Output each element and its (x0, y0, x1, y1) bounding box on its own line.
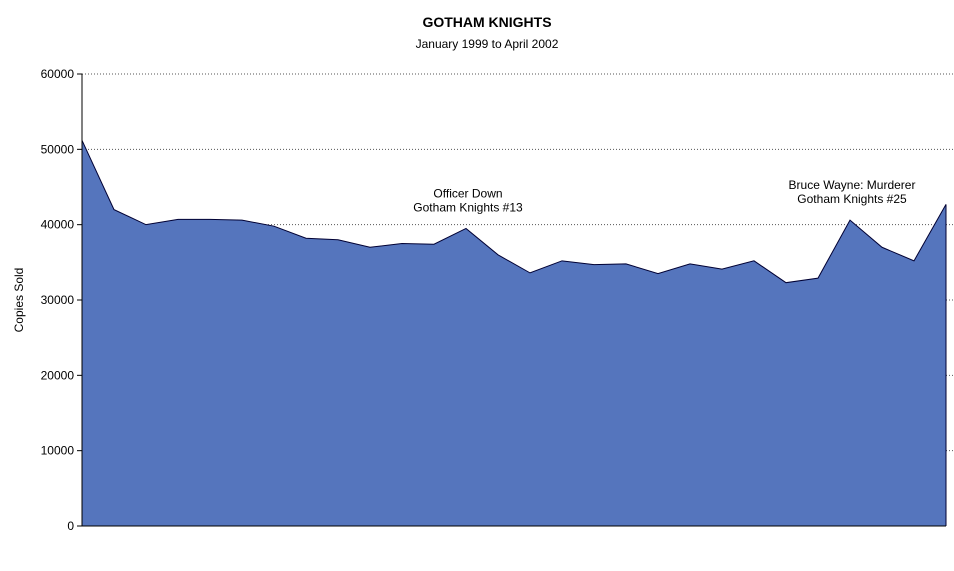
y-tick-label: 40000 (41, 218, 75, 232)
chart-subtitle: January 1999 to April 2002 (416, 37, 559, 51)
y-ticks: 0 10000 20000 30000 40000 50000 60000 (41, 67, 82, 533)
annotation-text: Officer Down (433, 186, 502, 200)
plot-area (81, 140, 947, 526)
annotation-text: Bruce Wayne: Murderer (789, 178, 916, 192)
annotation-text: Gotham Knights #25 (797, 192, 907, 206)
chart-title: GOTHAM KNIGHTS (422, 14, 551, 30)
series-line (81, 140, 947, 284)
y-tick-label: 0 (67, 519, 74, 533)
y-tick-label: 20000 (41, 368, 75, 382)
y-tick-label: 60000 (41, 67, 75, 81)
y-tick-label: 50000 (41, 142, 75, 156)
y-axis-label: Copies Sold (12, 268, 26, 333)
y-tick-label: 10000 (41, 444, 75, 458)
annotation-text: Gotham Knights #13 (413, 200, 523, 214)
y-tick-label: 30000 (41, 293, 75, 307)
area-fill (82, 140, 946, 526)
